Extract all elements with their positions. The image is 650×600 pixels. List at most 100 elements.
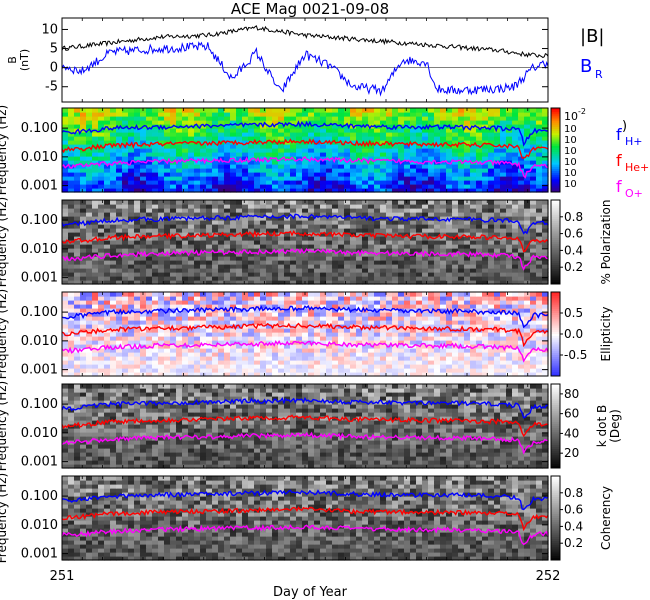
spectrogram-cell [512,320,519,325]
spectrogram-cell [296,320,303,325]
spectrogram-cell [128,244,135,249]
spectrogram-cell [350,224,357,229]
spectrogram-cell [146,228,153,233]
spectrogram-cell [74,220,81,225]
spectrogram-cell [494,332,501,337]
spectrogram-cell [212,252,219,257]
colorbar-segment [551,263,560,266]
spectrogram-cell [434,116,441,121]
spectrogram-cell [386,108,393,113]
spectrogram-cell [350,156,357,161]
spectrogram-cell [332,328,339,333]
spectrogram-cell [446,180,453,185]
spectrogram-cell [152,160,159,165]
spectrogram-cell [374,248,381,253]
spectrogram-cell [476,120,483,125]
spectrogram-cell [398,128,405,133]
spectrogram-cell [332,168,339,173]
spectrogram-cell [440,148,447,153]
spectrogram-cell [518,360,525,365]
spectrogram-cell [254,200,261,205]
spectrogram-cell [536,152,543,157]
spectrogram-cell [380,276,387,281]
spectrogram-cell [230,280,237,285]
spectrogram-cell [446,172,453,177]
spectrogram-cell [440,136,447,141]
spectrogram-cell [134,348,141,353]
spectrogram-cell [272,144,279,149]
spectrogram-cell [218,136,225,141]
spectrogram-cell [230,172,237,177]
spectrogram-cell [128,364,135,369]
spectrogram-cell [284,240,291,245]
spectrogram-cell [536,212,543,217]
spectrogram-cell [290,212,297,217]
colorbar-segment [551,246,560,249]
spectrogram-cell [224,352,231,357]
spectrogram-cell [440,360,447,365]
spectrogram-cell [422,224,429,229]
spectrogram-cell [512,332,519,337]
colorbar-segment [551,116,560,119]
spectrogram-cell [260,336,267,341]
spectrogram-cell [530,148,537,153]
spectrogram-cell [146,164,153,169]
spectrogram-cell [128,260,135,265]
spectrogram-cell [104,108,111,113]
spectrogram-cell [320,240,327,245]
spectrogram-cell [470,112,477,117]
spectrogram-cell [500,264,507,269]
spectrogram-cell [494,372,501,377]
spectrogram-cell [92,220,99,225]
spectrogram-cell [242,264,249,269]
spectrogram-cell [440,152,447,157]
spectrogram-cell [278,224,285,229]
spectrogram-cell [458,348,465,353]
series-line-0 [61,25,549,59]
spectrogram-cell [344,352,351,357]
spectrogram-cell [380,256,387,261]
spectrogram-cell [284,136,291,141]
spectrogram-cell [86,252,93,257]
spectrogram-cell [434,316,441,321]
spectrogram-cell [518,228,525,233]
spectrogram-cell [524,176,531,181]
spectrogram-cell [326,360,333,365]
spectrogram-cell [488,324,495,329]
spectrogram-cell [332,188,339,193]
spectrogram-cell [206,224,213,229]
spectrogram-cell [368,312,375,317]
spectrogram-cell [122,236,129,241]
spectrogram-cell [80,224,87,229]
spectrogram-cell [464,164,471,169]
spectrogram-cell [68,164,75,169]
spectrogram-cell [530,360,537,365]
spectrogram-cell [428,276,435,281]
spectrogram-cell [416,248,423,253]
spectrogram-cell [440,128,447,133]
spectrogram-cell [86,116,93,121]
spectrogram-cell [122,172,129,177]
spectrogram-cell [278,116,285,121]
spectrogram-cell [260,204,267,209]
spectrogram-cell [254,216,261,221]
spectrogram-cell [170,204,177,209]
spectrogram-cell [212,312,219,317]
spectrogram-cell [86,124,93,129]
spectrogram-cell [434,128,441,133]
spectrogram-cell [206,168,213,173]
spectrogram-cell [416,208,423,213]
spectrogram-cell [458,132,465,137]
colorbar-unit: ) [622,119,627,134]
spectrogram-cell [86,236,93,241]
spectrogram-cell [224,132,231,137]
spectrogram-cell [86,312,93,317]
spectrogram-cell [224,220,231,225]
spectrogram-cell [350,252,357,257]
spectrogram-cell [194,264,201,269]
spectrogram-cell [464,232,471,237]
spectrogram-cell [422,172,429,177]
spectrogram-cell [446,244,453,249]
spectrogram-cell [278,364,285,369]
spectrogram-cell [128,276,135,281]
